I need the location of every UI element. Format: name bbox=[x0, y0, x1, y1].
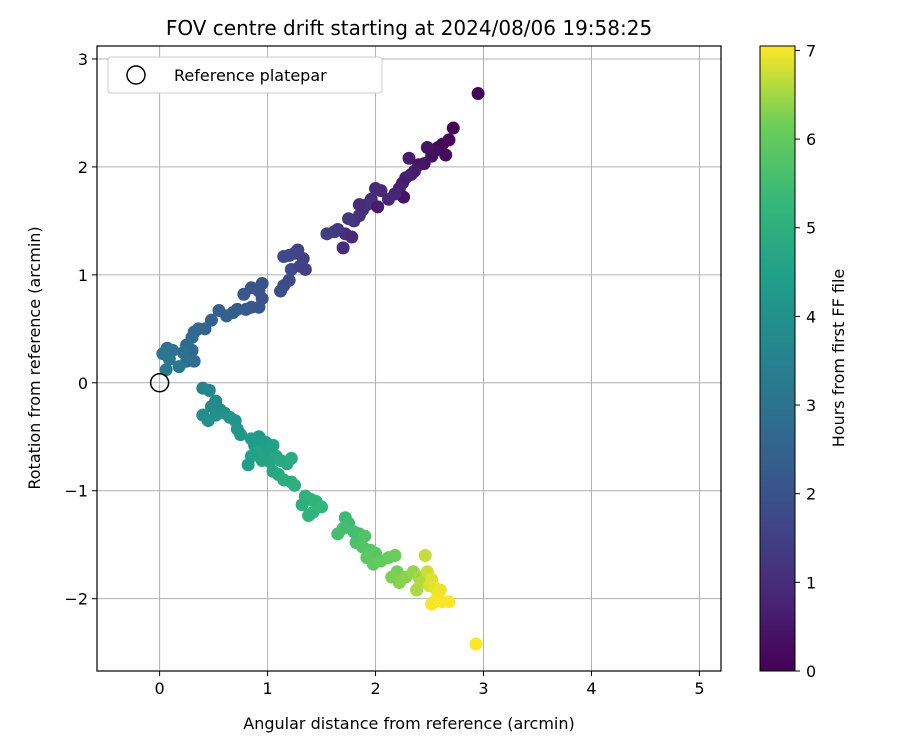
data-point bbox=[369, 181, 383, 195]
data-point bbox=[274, 284, 288, 298]
colorbar-tick-label: 2 bbox=[806, 485, 816, 504]
x-axis-label: Angular distance from reference (arcmin) bbox=[243, 714, 574, 733]
data-point bbox=[418, 548, 432, 562]
data-point bbox=[241, 458, 255, 472]
colorbar-tick-label: 7 bbox=[806, 41, 816, 60]
data-point bbox=[471, 86, 485, 100]
data-point bbox=[298, 262, 312, 276]
data-point bbox=[388, 548, 402, 562]
data-point bbox=[358, 529, 372, 543]
data-point bbox=[336, 241, 350, 255]
y-tick-label: 2 bbox=[78, 158, 88, 177]
data-point bbox=[237, 287, 251, 301]
data-point bbox=[433, 583, 447, 597]
colorbar: 0 1 2 3 4 5 6 7 Hours from first FF file bbox=[759, 41, 848, 681]
data-point bbox=[352, 198, 366, 212]
data-point bbox=[381, 192, 395, 206]
legend-label: Reference platepar bbox=[174, 66, 327, 85]
colorbar-tick-label: 4 bbox=[806, 307, 816, 326]
data-point bbox=[439, 148, 453, 162]
y-tick-label: −2 bbox=[64, 590, 88, 609]
x-tick-label: 4 bbox=[586, 679, 596, 698]
x-tick-label: 5 bbox=[694, 679, 704, 698]
data-point bbox=[212, 303, 226, 317]
data-point bbox=[420, 140, 434, 154]
data-point bbox=[202, 383, 216, 397]
y-tick-label: −1 bbox=[64, 482, 88, 501]
x-tick-label: 1 bbox=[262, 679, 272, 698]
data-points bbox=[156, 86, 485, 651]
colorbar-tick-label: 0 bbox=[806, 662, 816, 681]
colorbar-ticks: 0 1 2 3 4 5 6 7 bbox=[795, 41, 816, 681]
y-tick-label: 3 bbox=[78, 50, 88, 69]
x-tick-label: 3 bbox=[478, 679, 488, 698]
y-axis-ticks: −2 −1 0 1 2 3 bbox=[64, 50, 97, 609]
colorbar-tick-label: 6 bbox=[806, 130, 816, 149]
data-point bbox=[295, 498, 309, 512]
data-point bbox=[288, 478, 302, 492]
x-axis-ticks: 0 1 2 3 4 5 bbox=[155, 671, 705, 698]
colorbar-tick-label: 3 bbox=[806, 396, 816, 415]
reference-platepar-marker bbox=[149, 373, 170, 393]
y-tick-label: 1 bbox=[78, 266, 88, 285]
data-point bbox=[469, 637, 483, 651]
data-point bbox=[172, 360, 186, 374]
colorbar-label: Hours from first FF file bbox=[829, 269, 848, 448]
colorbar-tick-label: 5 bbox=[806, 219, 816, 238]
legend-marker bbox=[126, 65, 146, 85]
data-point bbox=[331, 527, 345, 541]
legend-box bbox=[107, 56, 383, 94]
legend: Reference platepar bbox=[107, 56, 383, 94]
data-point bbox=[162, 352, 176, 366]
chart-title: FOV centre drift starting at 2024/08/06 … bbox=[166, 16, 652, 40]
plot-frame bbox=[96, 45, 722, 672]
data-point bbox=[284, 451, 298, 465]
y-tick-label: 0 bbox=[78, 374, 88, 393]
data-point bbox=[277, 249, 291, 263]
data-point bbox=[446, 121, 460, 135]
data-point bbox=[442, 595, 456, 609]
data-point bbox=[302, 509, 316, 523]
data-point bbox=[320, 227, 334, 241]
data-point bbox=[159, 363, 173, 377]
data-point bbox=[402, 151, 416, 165]
x-tick-label: 0 bbox=[155, 679, 165, 698]
x-tick-label: 2 bbox=[370, 679, 380, 698]
data-point bbox=[345, 230, 359, 244]
colorbar-tick-label: 1 bbox=[806, 573, 816, 592]
data-point bbox=[234, 428, 248, 442]
colorbar-gradient bbox=[759, 45, 796, 672]
data-point bbox=[371, 200, 385, 214]
y-axis-label: Rotation from reference (arcmin) bbox=[25, 226, 44, 489]
data-point bbox=[342, 212, 356, 226]
